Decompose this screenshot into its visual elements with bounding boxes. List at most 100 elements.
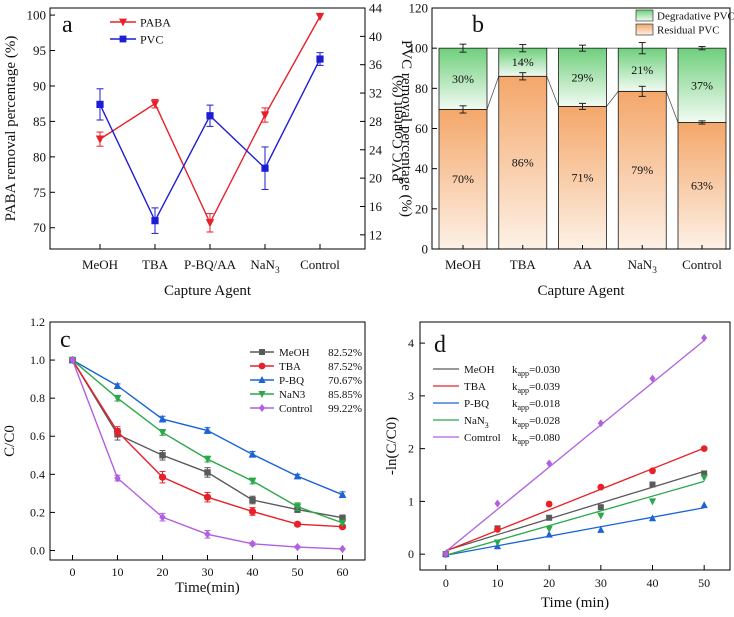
data-point <box>701 333 708 342</box>
panel-a: 70 75 80 85 90 95 100 12 16 20 24 28 32 36 40 44 MeOH TBA… <box>3 1 414 300</box>
x-tick-label: TBA <box>510 257 537 272</box>
data-point <box>113 394 122 403</box>
y-tick-label: 40 <box>415 161 428 176</box>
y2-tick-label: 28 <box>369 114 382 129</box>
bar-residual <box>617 90 667 250</box>
bar-value-label: 30% <box>452 72 474 86</box>
x-tick-label: 10 <box>112 565 124 579</box>
x-tick-label: 0 <box>443 576 449 590</box>
y-tick-label: 3 <box>408 389 414 403</box>
bar-residual <box>438 109 488 250</box>
legend-rate: kapp=0.030 <box>512 364 561 378</box>
data-point <box>649 481 656 488</box>
x-axis-title: Capture Agent <box>164 283 252 299</box>
panel-c: 0 10 20 30 40 50 60 0.0 0.2 0.4 0.6 0.8 1.0 1.2 Time(m… <box>2 315 366 596</box>
data-point <box>338 519 347 528</box>
legend-label: MeOH <box>279 347 310 359</box>
panel-letter: c <box>60 327 71 353</box>
legend-percent: 85.85% <box>328 389 362 401</box>
x-tick-label: 40 <box>647 576 659 590</box>
y2-tick-label: 32 <box>369 86 382 101</box>
legend-label: Control <box>279 403 313 415</box>
legend-label: Comtrol <box>464 432 501 444</box>
data-point <box>204 530 211 539</box>
x-tick-label: Control <box>300 257 340 272</box>
plot-frame <box>419 321 731 571</box>
data-point <box>339 544 346 554</box>
legend-rate: kapp=0.080 <box>512 432 561 446</box>
data-point <box>204 469 211 476</box>
x-tick-label: 20 <box>157 565 169 579</box>
data-point <box>158 414 167 423</box>
data-point-paba <box>150 100 160 109</box>
data-point <box>545 500 553 508</box>
data-point <box>494 499 501 508</box>
panel-b: 70% 30% MeOH 86% 14% TBA 71% 29% AA 79% 21% NaN3 63%… <box>390 1 734 300</box>
legend-marker <box>258 391 266 398</box>
data-point <box>545 530 553 538</box>
data-point <box>203 455 212 464</box>
data-point <box>158 473 167 481</box>
series-line-pvc <box>99 58 321 223</box>
data-point <box>442 550 449 559</box>
data-point <box>546 514 553 521</box>
data-point-paba <box>315 12 325 22</box>
bar-value-label: 79% <box>631 163 653 177</box>
x-axis-title: Time (min) <box>541 595 609 611</box>
bar-value-label: 37% <box>691 78 713 92</box>
y-tick-label: 0 <box>422 242 429 257</box>
bar-residual <box>677 122 727 250</box>
data-point-pvc <box>151 217 159 225</box>
fit-line <box>445 447 705 552</box>
data-point <box>649 467 656 475</box>
data-point <box>493 539 502 547</box>
data-point <box>597 483 605 491</box>
legend-percent: 70.67% <box>328 375 362 387</box>
data-point <box>69 355 76 365</box>
legend-label: TBA <box>279 361 301 373</box>
legend-label: Degradative PVC <box>657 11 734 23</box>
plot-frame <box>49 321 366 561</box>
data-point <box>114 473 121 483</box>
data-point <box>546 459 553 468</box>
bar-residual <box>498 75 548 250</box>
legend-percent: 82.52% <box>328 347 362 359</box>
bar-degradative <box>498 47 548 77</box>
y-axis-title: PABA removal percentage (%) <box>3 36 19 222</box>
legend-marker <box>258 376 266 383</box>
x-axis-title: Capture Agent <box>537 283 625 299</box>
legend-marker <box>258 362 266 370</box>
fit-line <box>445 507 705 556</box>
y2-tick-label: 16 <box>369 199 383 214</box>
x-axis-title: Time(min) <box>175 580 239 596</box>
y-tick-label: 100 <box>27 8 47 23</box>
data-point <box>701 470 708 477</box>
y-tick-label: 75 <box>33 185 46 200</box>
data-point <box>597 504 604 511</box>
legend-label: PABA <box>140 16 171 30</box>
data-point <box>159 452 166 459</box>
y-tick-label: 0 <box>408 547 414 561</box>
y-tick-label: 0.0 <box>30 543 45 557</box>
x-tick-label: 20 <box>543 576 555 590</box>
legend-label: NaN3 <box>464 415 489 430</box>
y2-tick-label: 20 <box>369 171 382 186</box>
legend-label: P-BQ <box>464 398 489 410</box>
bar-value-label: 14% <box>512 55 534 69</box>
data-point <box>597 419 604 428</box>
x-tick-label: 50 <box>698 576 710 590</box>
data-point <box>648 498 657 506</box>
legend-rate: kapp=0.028 <box>512 415 561 429</box>
y-tick-label: 4 <box>408 336 414 350</box>
data-point-pvc <box>261 164 269 172</box>
data-point <box>248 507 257 516</box>
bar-value-label: 86% <box>512 156 534 170</box>
data-point-pvc <box>96 100 104 108</box>
y-tick-label: 90 <box>33 78 46 93</box>
legend-rate: kapp=0.039 <box>512 381 561 395</box>
bar-value-label: 71% <box>572 171 594 185</box>
legend-swatch <box>635 23 654 36</box>
data-point <box>294 542 301 552</box>
data-point <box>249 539 256 549</box>
